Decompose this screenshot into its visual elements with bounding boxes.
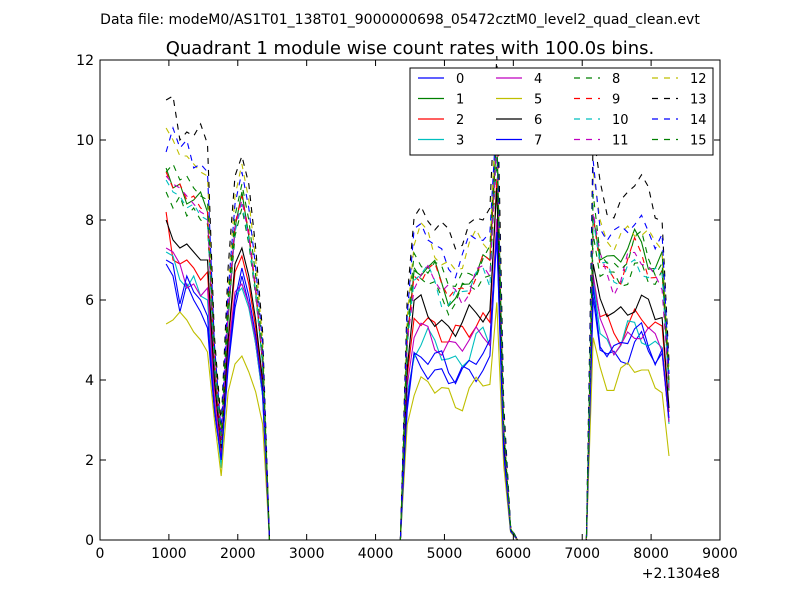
legend-label-5: 5 — [534, 93, 542, 108]
x-tick-label: 2000 — [220, 546, 256, 562]
legend-label-3: 3 — [456, 134, 464, 149]
y-tick-label: 10 — [76, 133, 94, 149]
x-tick-label: 0 — [96, 546, 105, 562]
x-tick-label: 3000 — [289, 546, 325, 562]
x-tick-label: 5000 — [427, 546, 463, 562]
x-offset-label: +2.1304e8 — [642, 566, 720, 582]
legend-label-13: 13 — [690, 93, 707, 108]
series-line-1 — [165, 130, 670, 541]
legend-label-1: 1 — [456, 93, 464, 108]
legend-label-15: 15 — [690, 134, 707, 149]
y-tick-label: 12 — [76, 53, 94, 69]
legend-label-6: 6 — [534, 113, 542, 128]
x-tick-label: 6000 — [496, 546, 532, 562]
legend-label-8: 8 — [612, 72, 620, 87]
y-tick-label: 2 — [85, 453, 94, 469]
legend-label-12: 12 — [690, 72, 707, 87]
y-tick-label: 0 — [85, 533, 94, 549]
series-line-5 — [165, 302, 670, 541]
x-tick-label: 9000 — [702, 546, 738, 562]
chart-title: Quadrant 1 module wise count rates with … — [166, 38, 655, 59]
x-tick-label: 7000 — [564, 546, 600, 562]
legend-label-0: 0 — [456, 72, 464, 87]
legend-label-7: 7 — [534, 134, 542, 149]
x-tick-label: 1000 — [151, 546, 187, 562]
legend-label-2: 2 — [456, 113, 464, 128]
legend-frame — [409, 67, 714, 156]
legend-label-11: 11 — [612, 134, 629, 149]
legend-label-14: 14 — [690, 113, 707, 128]
y-tick-label: 8 — [85, 213, 94, 229]
x-tick-label: 8000 — [633, 546, 669, 562]
legend-label-4: 4 — [534, 72, 542, 87]
legend-label-9: 9 — [612, 93, 620, 108]
y-tick-label: 6 — [85, 293, 94, 309]
y-tick-label: 4 — [85, 373, 94, 389]
x-tick-label: 4000 — [358, 546, 394, 562]
figure-suptitle: Data file: modeM0/AS1T01_138T01_90000006… — [100, 12, 700, 28]
legend-label-10: 10 — [612, 113, 629, 128]
axes: 0 1000 2000 3000 4000 5000 6000 7000 8000 9000 0 2 4… — [76, 53, 738, 562]
